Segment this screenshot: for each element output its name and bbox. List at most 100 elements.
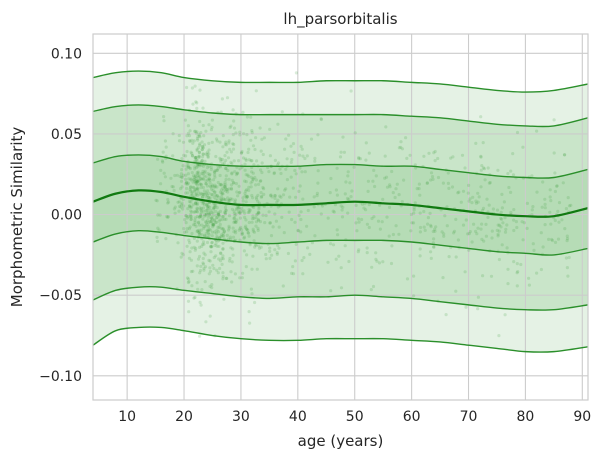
scatter-point — [194, 175, 198, 179]
scatter-point — [189, 217, 193, 222]
scatter-point — [195, 180, 199, 184]
scatter-point — [192, 245, 196, 249]
scatter-point — [268, 154, 272, 158]
scatter-point — [201, 242, 205, 246]
scatter-point — [243, 162, 247, 166]
scatter-point — [238, 133, 242, 137]
scatter-point — [249, 287, 253, 291]
scatter-point — [240, 276, 244, 280]
scatter-point — [243, 179, 247, 183]
scatter-point — [254, 178, 258, 182]
scatter-point — [179, 187, 183, 191]
scatter-point — [208, 178, 212, 182]
scatter-point — [460, 153, 465, 157]
scatter-point — [189, 177, 193, 181]
scatter-point — [512, 208, 516, 212]
scatter-point — [553, 171, 557, 175]
scatter-point — [184, 154, 188, 158]
scatter-point — [365, 251, 369, 255]
scatter-point — [215, 235, 219, 239]
scatter-point — [279, 195, 283, 199]
scatter-point — [476, 307, 480, 311]
scatter-point — [474, 201, 478, 205]
scatter-point — [214, 220, 219, 224]
scatter-point — [211, 223, 215, 227]
scatter-point — [202, 268, 206, 272]
scatter-point — [173, 205, 177, 209]
scatter-point — [207, 191, 211, 195]
scatter-point — [285, 178, 289, 182]
scatter-point — [548, 195, 552, 199]
scatter-point — [273, 248, 277, 252]
scatter-point — [315, 194, 319, 198]
scatter-point — [381, 197, 385, 201]
scatter-point — [208, 266, 212, 270]
scatter-point — [221, 254, 225, 258]
scatter-point — [497, 257, 501, 262]
scatter-point — [205, 208, 209, 212]
scatter-point — [489, 274, 494, 278]
scatter-point — [238, 130, 242, 134]
scatter-point — [195, 239, 199, 243]
scatter-point — [505, 223, 509, 227]
scatter-point — [203, 280, 207, 284]
scatter-point — [334, 188, 338, 192]
scatter-point — [180, 185, 184, 189]
scatter-point — [184, 182, 188, 186]
scatter-point — [219, 159, 223, 163]
scatter-point — [195, 165, 199, 170]
scatter-point — [223, 212, 227, 216]
scatter-point — [499, 210, 503, 214]
scatter-point — [224, 166, 228, 171]
scatter-point — [204, 182, 208, 186]
scatter-point — [238, 210, 242, 214]
scatter-point — [188, 213, 192, 217]
scatter-point — [201, 123, 205, 128]
scatter-point — [198, 334, 202, 338]
scatter-point — [206, 229, 211, 233]
scatter-point — [193, 189, 197, 194]
scatter-point — [196, 138, 200, 142]
scatter-point — [159, 168, 163, 172]
scatter-point — [232, 119, 236, 123]
scatter-point — [221, 247, 225, 251]
scatter-point — [200, 209, 204, 213]
scatter-point — [250, 179, 254, 183]
scatter-point — [197, 150, 201, 154]
scatter-point — [177, 200, 181, 204]
scatter-point — [306, 246, 310, 250]
scatter-point — [246, 228, 250, 232]
scatter-point — [552, 151, 556, 155]
scatter-point — [197, 150, 202, 154]
scatter-point — [207, 196, 211, 200]
scatter-point — [553, 189, 558, 194]
scatter-point — [484, 234, 488, 238]
x-tick-label: 10 — [118, 409, 136, 425]
scatter-point — [255, 159, 259, 163]
scatter-point — [251, 214, 255, 218]
scatter-point — [291, 142, 296, 146]
scatter-point — [227, 139, 231, 143]
scatter-point — [204, 232, 208, 236]
scatter-point — [202, 209, 206, 213]
scatter-point — [166, 215, 170, 219]
scatter-point — [254, 216, 258, 220]
scatter-point — [395, 182, 399, 186]
scatter-point — [200, 223, 204, 227]
scatter-point — [219, 188, 223, 192]
scatter-point — [246, 210, 250, 215]
scatter-point — [543, 202, 547, 206]
scatter-point — [354, 221, 358, 225]
scatter-point — [291, 265, 295, 269]
scatter-point — [252, 216, 256, 220]
scatter-point — [241, 271, 245, 275]
scatter-point — [180, 168, 184, 172]
scatter-point — [232, 216, 236, 221]
scatter-point — [188, 187, 192, 192]
plot-area — [92, 33, 589, 401]
scatter-point — [564, 207, 569, 211]
scatter-point — [428, 211, 432, 215]
scatter-point — [249, 138, 253, 142]
scatter-point — [231, 108, 235, 112]
scatter-point — [181, 197, 185, 202]
